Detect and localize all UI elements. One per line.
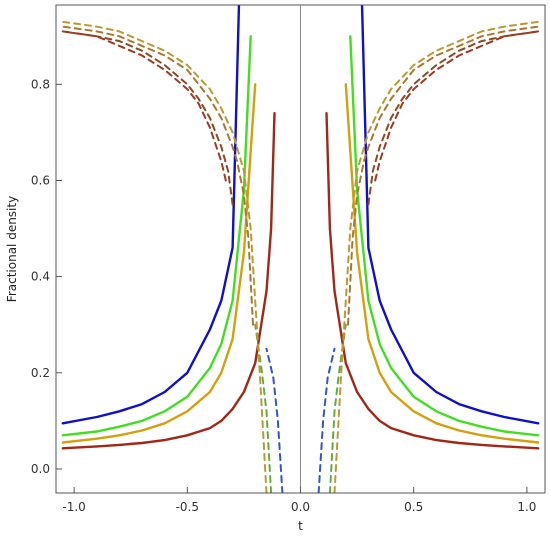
y-tick-label: 0.6 (31, 173, 50, 187)
y-axis: 0.0 0.2 0.4 0.6 0.8 (31, 77, 62, 476)
x-tick-label: -0.5 (176, 500, 199, 514)
series-0-negative-t-line (61, 5, 241, 425)
series-1-negative-t-line (61, 35, 252, 437)
y-tick-label: 0.2 (31, 366, 50, 380)
series-9-negative-t-line (61, 30, 227, 182)
series-7-positive-t-line (347, 25, 540, 326)
series-3-positive-t-line (325, 111, 540, 450)
series-6-negative-t-line (61, 20, 268, 493)
series-8-negative-t-line (61, 30, 234, 206)
series-7-negative-t-line (61, 25, 254, 326)
x-axis-label: t (298, 519, 303, 533)
series-2-negative-t-line (61, 83, 257, 444)
series-9-positive-t-line (374, 30, 540, 182)
x-tick-label: 0.5 (404, 500, 423, 514)
series-0-positive-t-line (360, 5, 540, 425)
chart-marks (61, 5, 540, 493)
series-2-positive-t-line (344, 83, 540, 444)
x-axis: -1.0 -0.5 0.0 0.5 1.0 (62, 487, 536, 514)
x-tick-label: 0.0 (291, 500, 310, 514)
series-4-negative-t-line (265, 347, 284, 493)
series-4-positive-t-line (317, 347, 336, 493)
x-tick-label: 1.0 (517, 500, 536, 514)
y-tick-label: 0.4 (31, 270, 50, 284)
series-8-positive-t-line (367, 30, 540, 206)
series-1-positive-t-line (349, 35, 540, 437)
series-6-positive-t-line (333, 20, 540, 493)
y-tick-label: 0.8 (31, 77, 50, 91)
series-3-negative-t-line (61, 111, 276, 450)
x-tick-label: -1.0 (62, 500, 85, 514)
y-axis-label: Fractional density (5, 196, 19, 302)
y-tick-label: 0.0 (31, 462, 50, 476)
